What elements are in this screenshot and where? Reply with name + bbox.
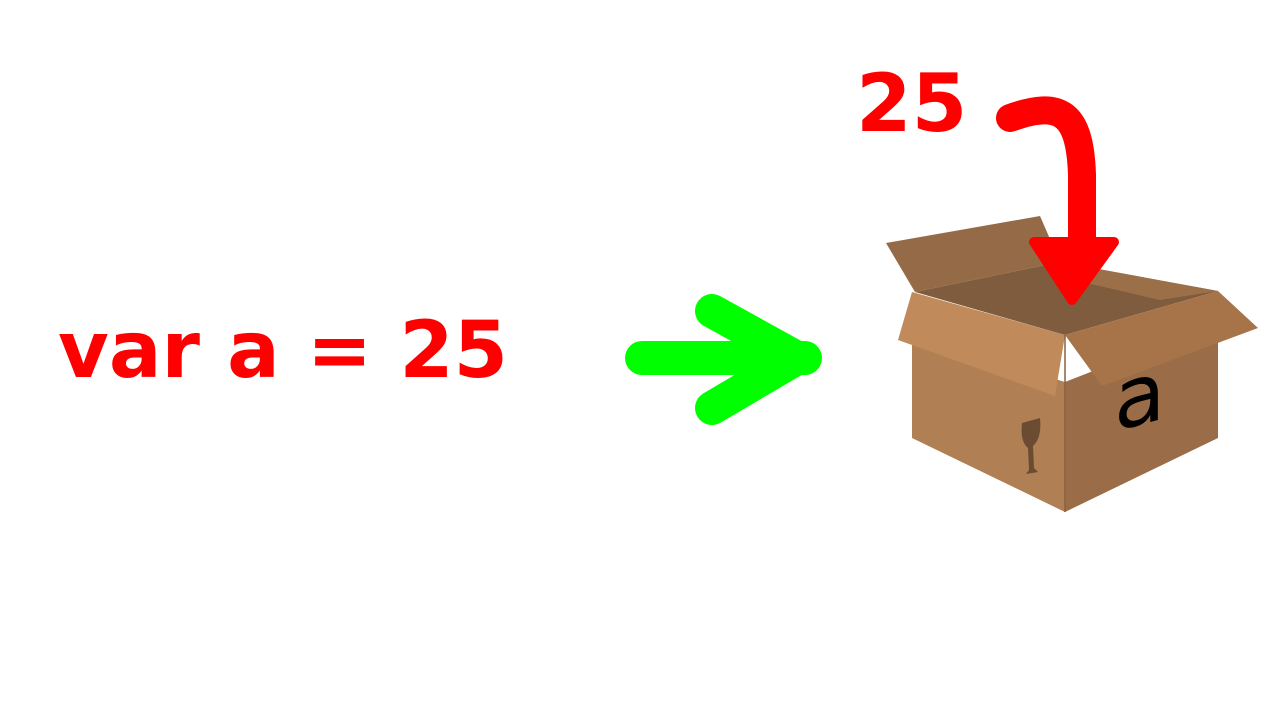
assignment-statement: var a = 25 <box>58 306 508 396</box>
fragile-glass-icon <box>1021 418 1041 474</box>
variable-name-label: a <box>1114 340 1166 451</box>
green-right-arrow-icon <box>625 294 822 425</box>
value-label: 25 <box>856 57 968 150</box>
red-curved-arrow-icon <box>996 96 1119 305</box>
